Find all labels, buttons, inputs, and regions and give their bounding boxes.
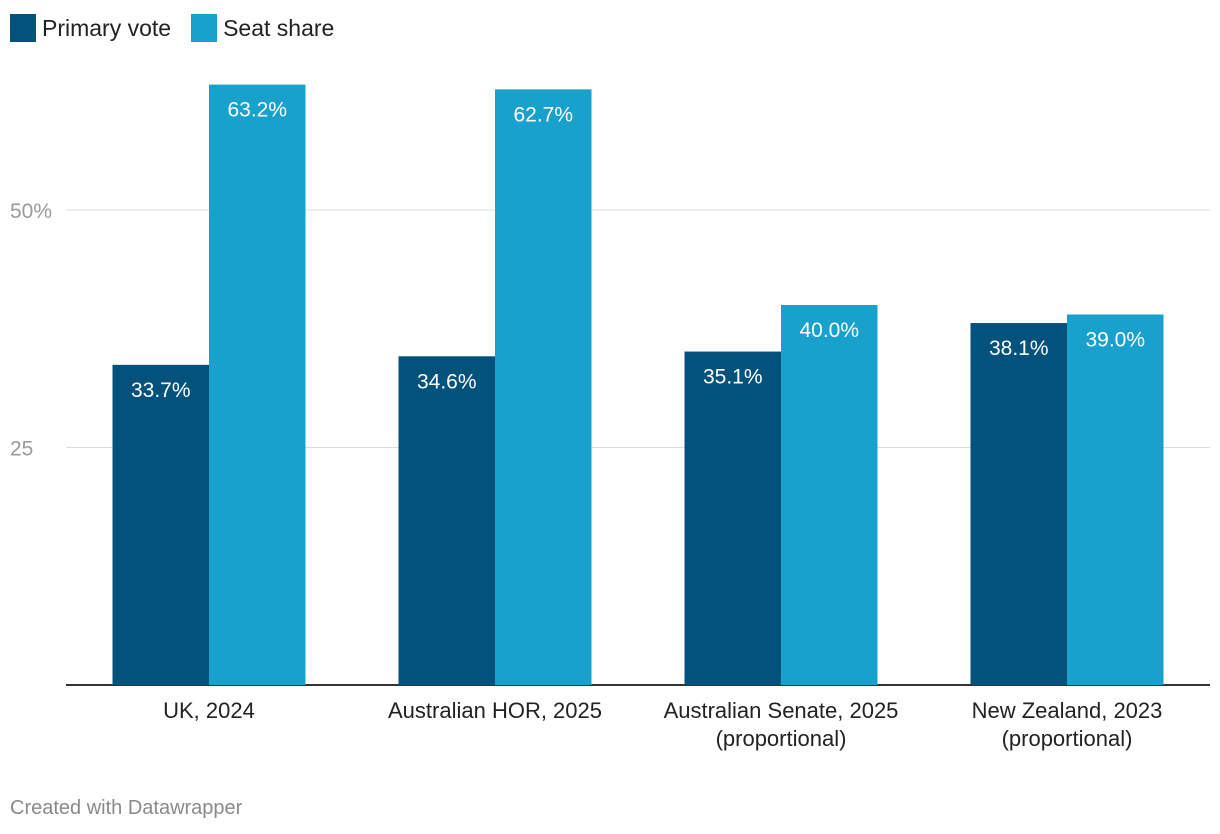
- chart-legend: Primary vote Seat share: [10, 12, 334, 44]
- y-tick-label-50: 50%: [10, 200, 52, 223]
- x-tick-label-1-line-0: Australian HOR, 2025: [388, 698, 602, 723]
- x-tick-label-3-line-0: New Zealand, 2023: [972, 698, 1163, 723]
- data-label-primary-vote-1: 34.6%: [417, 370, 477, 393]
- bar-seat-share-1: [495, 89, 592, 686]
- legend-label-seat-share: Seat share: [223, 14, 335, 41]
- bar-seat-share-2: [781, 305, 878, 685]
- x-tick-label-2-line-0: Australian Senate, 2025: [664, 698, 899, 723]
- credit-footer: Created with Datawrapper: [10, 797, 243, 819]
- data-label-seat-share-1: 62.7%: [513, 103, 573, 126]
- legend-swatch-primary-vote: [10, 14, 36, 42]
- data-label-seat-share-2: 40.0%: [799, 319, 859, 342]
- data-label-seat-share-3: 39.0%: [1085, 329, 1145, 352]
- bar-primary-vote-0: [112, 364, 209, 685]
- data-label-primary-vote-2: 35.1%: [703, 366, 763, 389]
- data-label-seat-share-0: 63.2%: [227, 99, 287, 122]
- x-tick-label-0-line-0: UK, 2024: [163, 698, 255, 723]
- bar-primary-vote-2: [684, 351, 781, 685]
- legend-item-primary-vote: Primary vote: [10, 14, 171, 42]
- legend-swatch-seat-share: [191, 14, 218, 42]
- bar-seat-share-0: [209, 84, 306, 686]
- y-tick-label-25: 25: [10, 438, 33, 461]
- data-label-primary-vote-0: 33.7%: [131, 379, 191, 402]
- bar-primary-vote-3: [970, 323, 1067, 685]
- legend-item-seat-share: Seat share: [191, 14, 334, 42]
- data-label-primary-vote-3: 38.1%: [989, 337, 1049, 360]
- bar-seat-share-3: [1067, 314, 1164, 685]
- legend-label-primary-vote: Primary vote: [42, 14, 172, 41]
- x-tick-label-3-line-1: (proportional): [1002, 726, 1133, 751]
- x-tick-label-2-line-1: (proportional): [716, 726, 847, 751]
- bar-primary-vote-1: [398, 356, 495, 685]
